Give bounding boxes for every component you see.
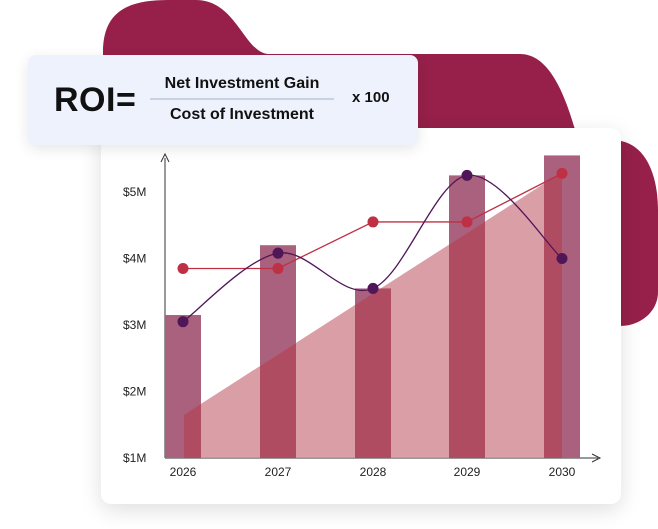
formula-multiplier: x 100 xyxy=(352,89,390,106)
red-point xyxy=(177,262,189,274)
x-tick-label: 2028 xyxy=(360,465,387,479)
roi-label: ROI= xyxy=(54,81,137,119)
formula-denominator: Cost of Investment xyxy=(169,106,314,123)
roi-formula-card: ROI= Net Investment Gain Cost of Investm… xyxy=(28,55,418,145)
purple-point xyxy=(367,282,379,294)
fraction-bar xyxy=(150,98,334,100)
formula-numerator: Net Investment Gain xyxy=(164,75,320,92)
x-tick-label: 2027 xyxy=(265,465,292,479)
y-tick-label: $2M xyxy=(123,385,146,399)
red-point xyxy=(367,216,379,228)
red-point xyxy=(272,262,284,274)
y-tick-label: $1M xyxy=(123,451,146,465)
y-tick-label: $4M xyxy=(123,252,146,266)
purple-point xyxy=(177,316,189,328)
x-tick-label: 2026 xyxy=(170,465,197,479)
red-point xyxy=(461,216,473,228)
y-axis-arrow xyxy=(160,152,170,163)
y-tick-label: $5M xyxy=(123,185,146,199)
purple-point xyxy=(556,253,568,264)
red-point xyxy=(556,167,568,179)
x-tick-label: 2029 xyxy=(454,465,481,479)
bar-overlap xyxy=(355,288,391,458)
y-tick-label: $3M xyxy=(123,318,146,332)
x-tick-label: 2030 xyxy=(549,465,576,479)
purple-point xyxy=(461,169,473,181)
purple-point xyxy=(272,247,284,259)
x-axis-arrow xyxy=(591,453,602,463)
